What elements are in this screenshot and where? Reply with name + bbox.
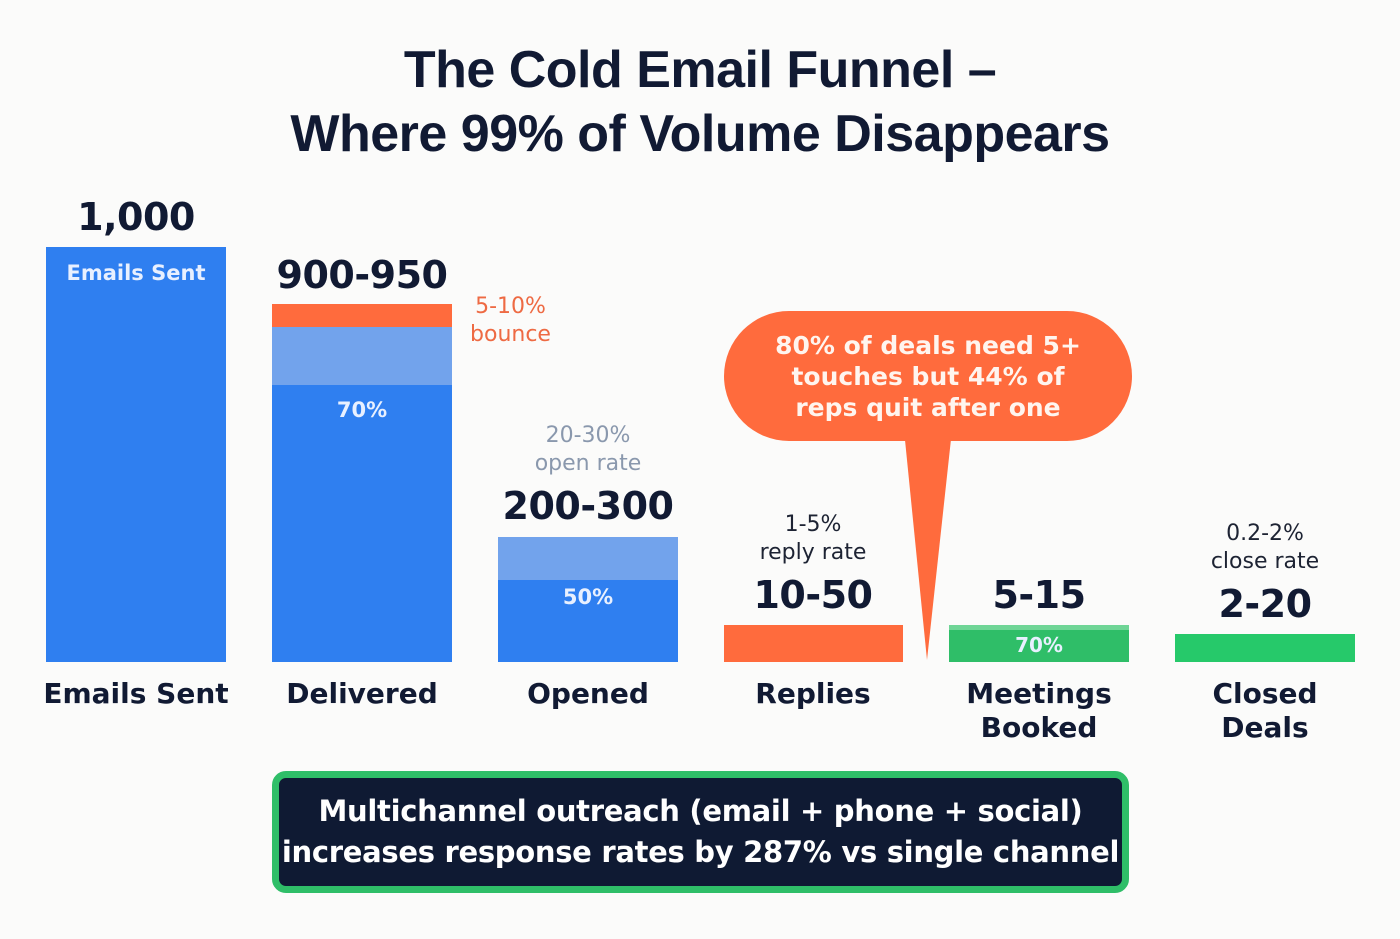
bar-emails-sent: Emails Sent (46, 247, 226, 662)
stage-label-replies: Replies (755, 677, 871, 710)
value-meetings: 5-15 (992, 573, 1086, 617)
value-delivered: 900-950 (276, 253, 448, 297)
bar-label-meetings: 70% (1015, 633, 1063, 657)
reply-rate-note: 1-5% reply rate (759, 512, 867, 565)
bounce-segment (272, 304, 452, 327)
bar-replies (724, 625, 903, 662)
title-line-2: Where 99% of Volume Disappears (290, 105, 1110, 163)
stage-label-delivered: Delivered (286, 677, 438, 710)
bar-opened: 50% (498, 537, 678, 662)
bar-delivered: 70% (272, 304, 452, 662)
bar-label-emails-sent: Emails Sent (66, 261, 206, 285)
bar-label-opened: 50% (562, 585, 614, 609)
close-rate-note: 0.2-2% close rate (1210, 521, 1320, 574)
stage-label-closed: Closed Deals (1212, 677, 1318, 744)
value-opened: 200-300 (502, 484, 674, 528)
light-segment (272, 327, 452, 385)
callout-bubble: 80% of deals need 5+ touches but 44% of … (724, 311, 1132, 441)
value-replies: 10-50 (753, 573, 873, 617)
stage-label-opened: Opened (527, 677, 649, 710)
bar-label-delivered: 70% (336, 398, 388, 422)
light-segment (949, 625, 1129, 630)
multichannel-banner: Multichannel outreach (email + phone + s… (272, 771, 1129, 893)
bounce-note: 5-10% bounce (470, 294, 551, 347)
value-closed: 2-20 (1218, 582, 1312, 626)
main-segment (272, 385, 452, 662)
light-segment (498, 537, 678, 580)
stage-label-meetings: Meetings Booked (966, 677, 1112, 744)
title-line-1: The Cold Email Funnel – (403, 41, 997, 99)
bar-meetings: 70% (949, 625, 1129, 662)
value-emails-sent: 1,000 (77, 195, 195, 239)
open-rate-note: 20-30% open rate (534, 423, 642, 476)
bar-closed (1175, 634, 1355, 662)
stage-label-emails-sent: Emails Sent (43, 677, 229, 710)
main-segment (498, 580, 678, 662)
chart-title: The Cold Email Funnel – Where 99% of Vol… (0, 38, 1400, 166)
